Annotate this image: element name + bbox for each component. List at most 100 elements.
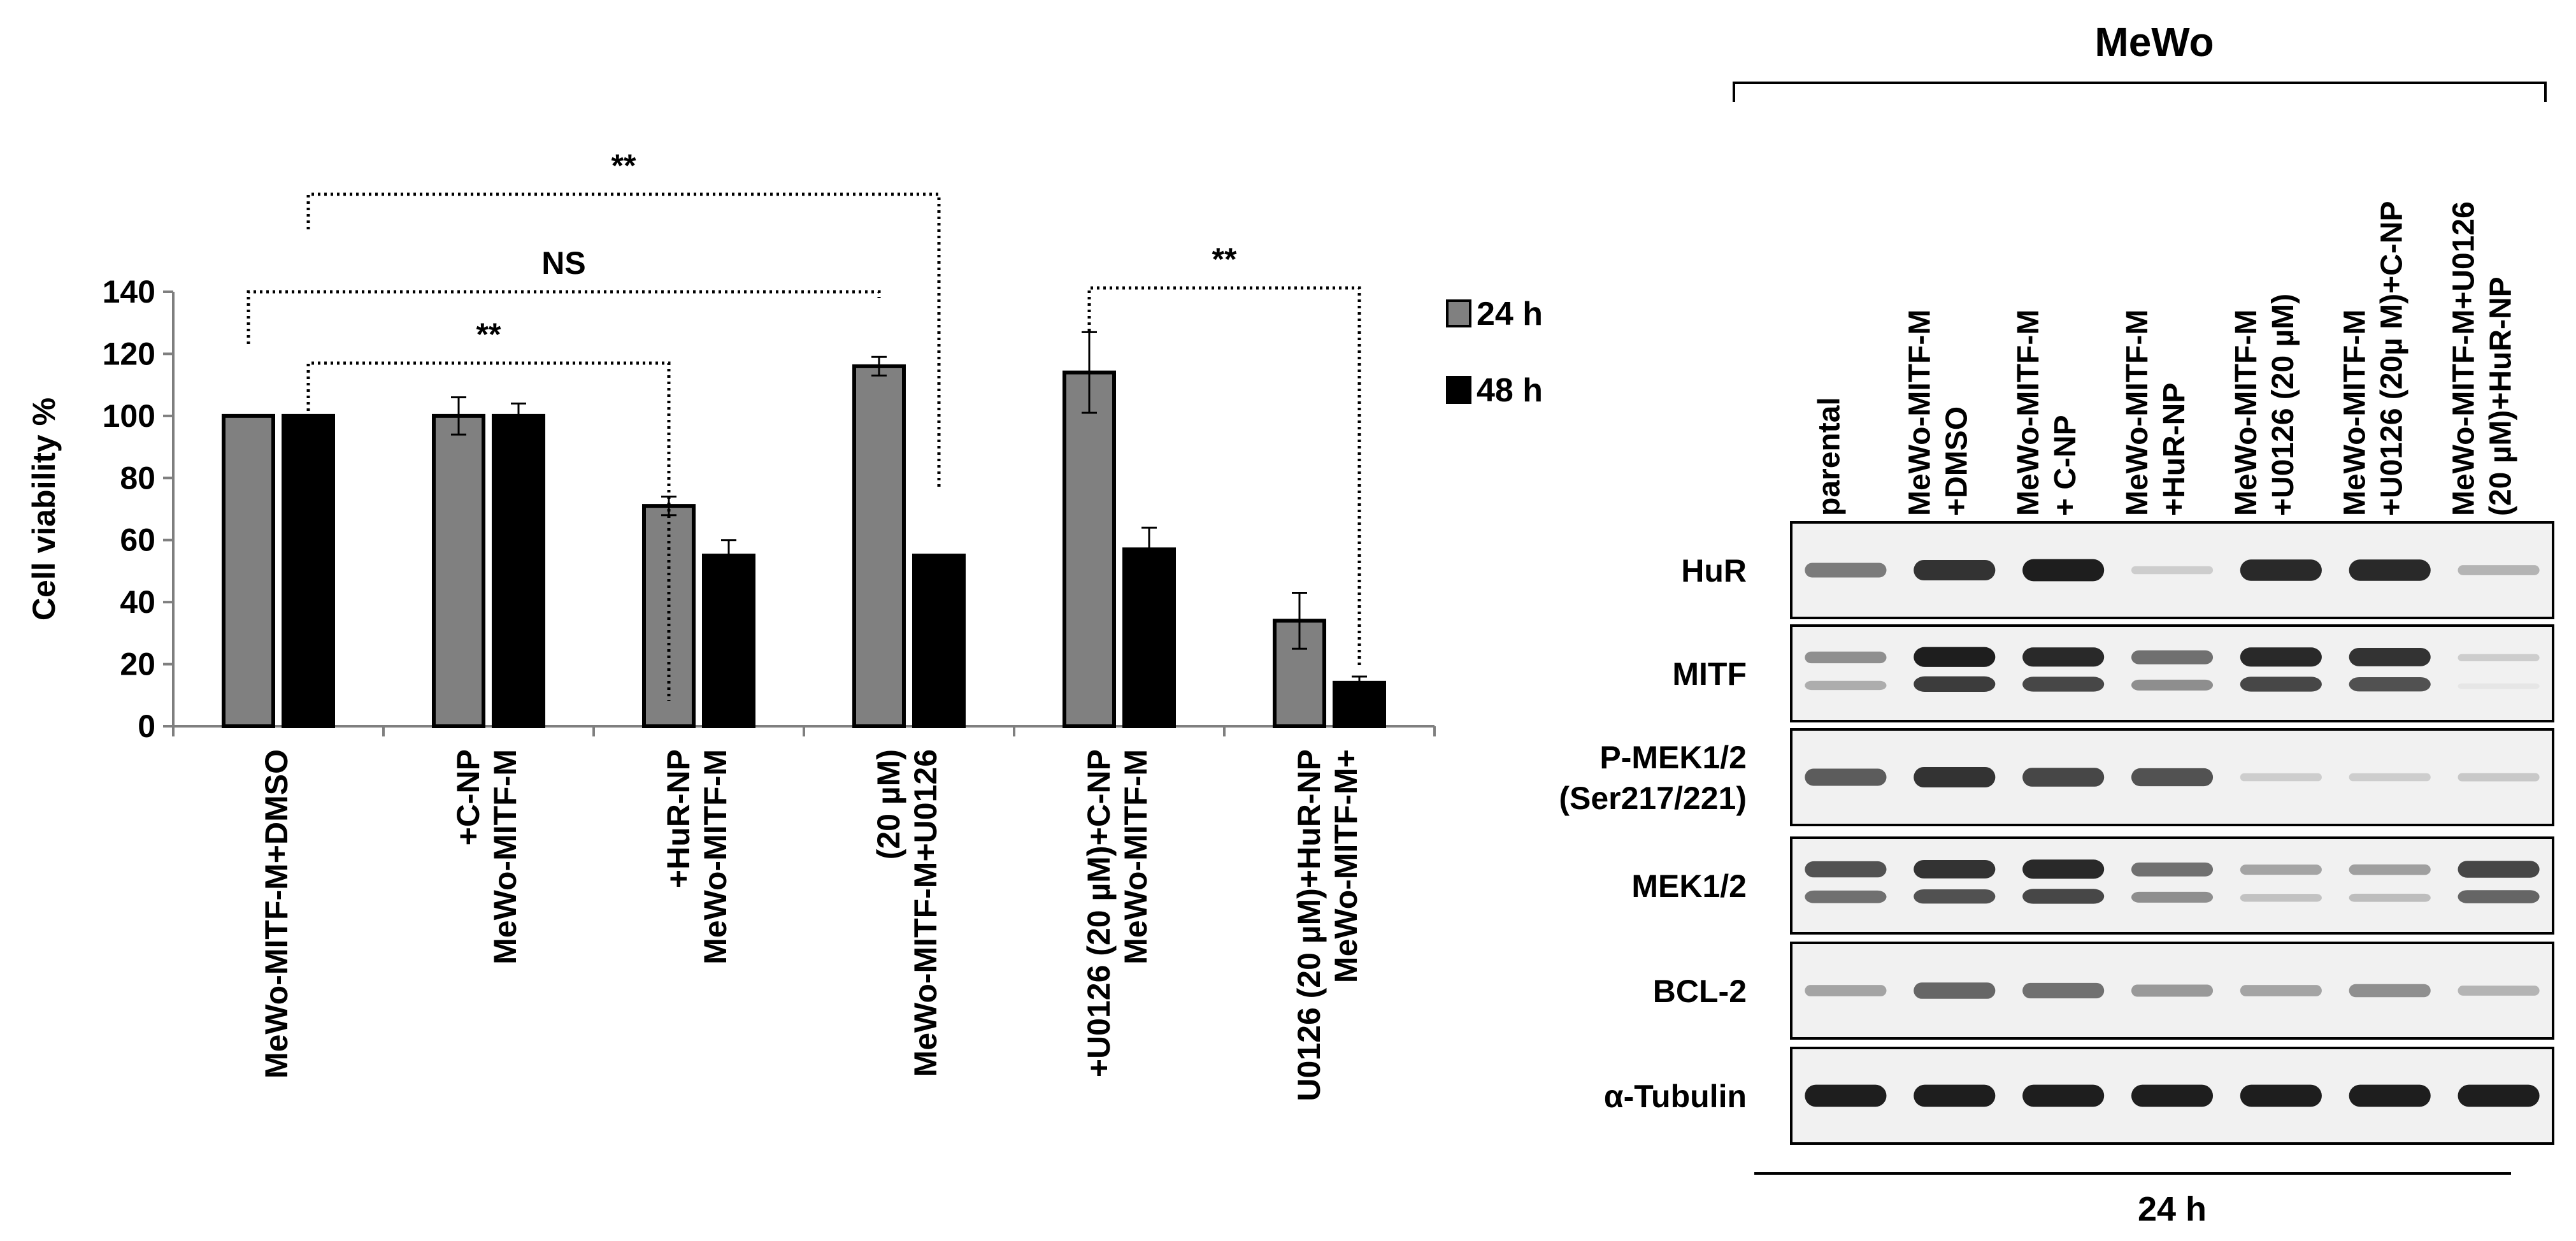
significance-bracket bbox=[1087, 286, 1361, 668]
category-label-line: MeWo-MITF-M+U0126 bbox=[908, 749, 943, 1077]
blot-band bbox=[1805, 1084, 1887, 1107]
blot-band bbox=[2131, 891, 2214, 903]
category-label-line: MeWo-MITF-M bbox=[487, 749, 523, 965]
blot-band bbox=[2022, 768, 2105, 787]
blot-band bbox=[2022, 889, 2105, 904]
blot-band bbox=[1805, 563, 1887, 578]
legend-label: 48 h bbox=[1477, 372, 1543, 409]
significance-bracket bbox=[306, 192, 941, 487]
blot-row-label: BCL-2 bbox=[1653, 973, 1747, 1009]
blot-band bbox=[2022, 1084, 2105, 1107]
blot-row-label-line: (Ser217/221) bbox=[1559, 780, 1747, 816]
y-tick-label: 0 bbox=[138, 708, 155, 744]
category-label-line: MeWo-MITF-M+ bbox=[1328, 749, 1364, 983]
blot-row-label-line: HuR bbox=[1681, 553, 1747, 589]
blot-band bbox=[2349, 647, 2431, 666]
blot-band bbox=[1805, 651, 1887, 664]
significance-label: NS bbox=[541, 245, 585, 281]
category-label-line: MeWo-MITF-M+DMSO bbox=[259, 749, 294, 1079]
bar bbox=[852, 364, 906, 728]
category-label-line: U0126 (20 µM)+HuR-NP bbox=[1291, 749, 1327, 1101]
blot-band bbox=[1914, 647, 1996, 667]
bar bbox=[432, 413, 485, 728]
blot-row-frame bbox=[1790, 624, 2554, 722]
blot-row-label-line: α-Tubulin bbox=[1604, 1079, 1747, 1114]
blot-row-label-line: MEK1/2 bbox=[1631, 868, 1747, 904]
lane-label-line: (20 µM)+HuR-NP bbox=[2484, 276, 2518, 516]
lane-label: MeWo-MITF-M +HuR-NP bbox=[2121, 310, 2191, 516]
bar bbox=[912, 554, 966, 728]
blot-row-label: MITF bbox=[1672, 656, 1747, 692]
blot-band bbox=[2022, 677, 2105, 692]
legend-swatch bbox=[1446, 299, 1471, 327]
blot-band bbox=[2240, 677, 2322, 692]
lane-label-line: MeWo-MITF-M bbox=[2229, 310, 2263, 516]
blot-band bbox=[2240, 1084, 2322, 1107]
blot-row-label: P-MEK1/2 (Ser217/221) bbox=[1559, 740, 1747, 816]
blot-top-bracket bbox=[1733, 82, 2547, 102]
blot-row-label: MEK1/2 bbox=[1631, 868, 1747, 904]
blot-band bbox=[1805, 680, 1887, 691]
category-label-line: +C-NP bbox=[450, 749, 486, 845]
blot-band bbox=[2240, 647, 2322, 667]
blot-band bbox=[1805, 890, 1887, 903]
lane-label-line: parental bbox=[1812, 397, 1846, 516]
significance-label: ** bbox=[612, 148, 636, 183]
blot-band bbox=[1805, 985, 1887, 996]
blot-row-label-line: MITF bbox=[1672, 656, 1747, 692]
blot-band bbox=[1805, 861, 1887, 878]
lane-label-line: +HuR-NP bbox=[2157, 383, 2191, 516]
blot-band bbox=[2131, 862, 2214, 877]
blot-band bbox=[2131, 650, 2214, 664]
lane-label-line: MeWo-MITF-M+U0126 bbox=[2447, 201, 2481, 516]
blot-band bbox=[2240, 864, 2322, 875]
legend-label: 24 h bbox=[1477, 296, 1543, 333]
blot-band bbox=[2349, 1084, 2431, 1107]
y-tick-label: 80 bbox=[120, 460, 155, 496]
blot-band bbox=[1914, 1084, 1996, 1107]
category-label-line: +U0126 (20 µM)+C-NP bbox=[1081, 749, 1117, 1077]
blot-band bbox=[2458, 861, 2540, 878]
blot-band bbox=[2349, 864, 2431, 875]
blot-band bbox=[1914, 559, 1996, 581]
bar bbox=[1333, 680, 1386, 729]
y-tick-label: 20 bbox=[120, 647, 155, 682]
blot-band bbox=[2458, 683, 2540, 689]
blot-footer: 24 h bbox=[2138, 1190, 2207, 1228]
blot-band bbox=[1914, 859, 1996, 879]
blot-band bbox=[2458, 986, 2540, 996]
lane-label-line: +DMSO bbox=[1940, 406, 1973, 516]
blot-band bbox=[2131, 566, 2214, 575]
blot-band bbox=[1914, 676, 1996, 692]
bar bbox=[282, 413, 335, 728]
blot-band bbox=[2131, 1084, 2214, 1107]
significance-label: ** bbox=[476, 317, 501, 352]
category-label: MeWo-MITF-M+U0126(20 µM) bbox=[871, 749, 943, 1077]
lane-label: MeWo-MITF-M+U0126 (20 µM)+HuR-NP bbox=[2447, 201, 2518, 516]
bar bbox=[642, 504, 696, 729]
category-label: MeWo-MITF-M+C-NP bbox=[450, 749, 523, 965]
bar bbox=[222, 413, 275, 728]
category-label: MeWo-MITF-M+HuR-NP bbox=[661, 749, 733, 965]
blot-band bbox=[1914, 982, 1996, 999]
lane-label-line: MeWo-MITF-M bbox=[1903, 310, 1936, 516]
y-tick-label: 140 bbox=[103, 274, 155, 310]
blot-band bbox=[2131, 984, 2214, 997]
significance-bracket bbox=[247, 290, 881, 344]
significance-label: ** bbox=[1212, 241, 1237, 277]
y-tick-label: 120 bbox=[103, 336, 155, 371]
category-label: MeWo-MITF-M+DMSO bbox=[259, 749, 294, 1079]
blot-band bbox=[2349, 559, 2431, 581]
lane-label: MeWo-MITF-M +U0126 (20 µM) bbox=[2229, 294, 2300, 516]
category-label-line: MeWo-MITF-M bbox=[1118, 749, 1154, 965]
blot-title: MeWo bbox=[2094, 19, 2214, 65]
y-tick-label: 100 bbox=[103, 398, 155, 434]
lane-label: parental bbox=[1812, 397, 1846, 516]
blot-row-frame bbox=[1790, 836, 2554, 935]
bar bbox=[1122, 547, 1176, 728]
lane-label: MeWo-MITF-M + C-NP bbox=[2012, 310, 2082, 516]
blot-band bbox=[2458, 654, 2540, 662]
category-label-line: (20 µM) bbox=[871, 749, 906, 859]
lane-label-line: MeWo-MITF-M bbox=[2012, 310, 2045, 516]
